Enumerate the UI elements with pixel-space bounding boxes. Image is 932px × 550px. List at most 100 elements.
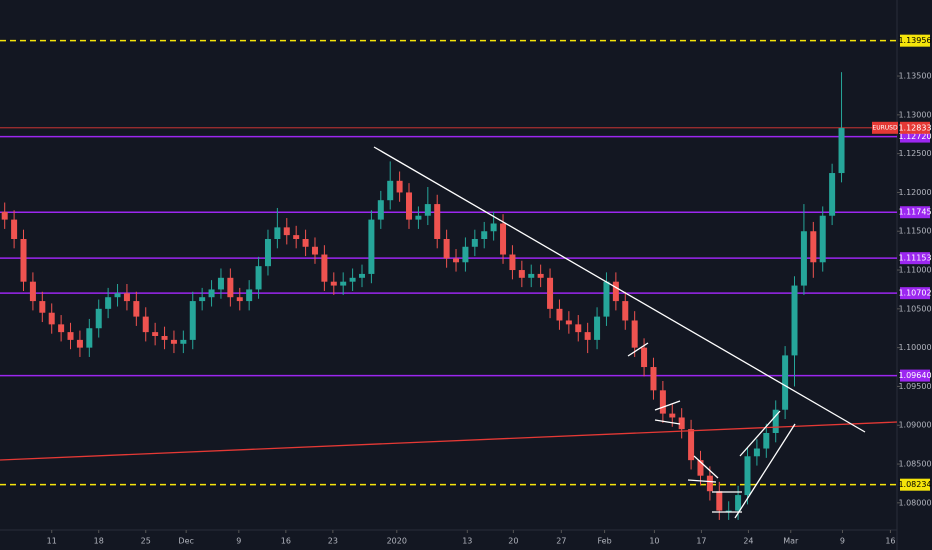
x-tick-label: 2020: [387, 537, 407, 546]
candle-body: [180, 339, 187, 344]
candle-body: [189, 301, 196, 340]
candle-body: [763, 433, 770, 449]
y-tick-label: 1.08500: [898, 460, 931, 469]
candle-body: [217, 277, 224, 290]
candle-body: [161, 336, 168, 340]
candle-body: [48, 312, 55, 325]
y-tick-label: 1.13500: [898, 72, 931, 81]
candle-body: [782, 355, 789, 410]
candle-body: [518, 270, 525, 278]
candle-body: [838, 128, 845, 174]
candle-body: [481, 231, 488, 240]
price-name: EURUSD: [872, 124, 898, 131]
candle-body: [622, 301, 629, 321]
candle-body: [471, 239, 478, 247]
candle-body: [330, 281, 337, 286]
candle-body: [58, 324, 65, 333]
axes: 1.08000 1.08500 1.09000 1.09500 1.10000 1.105…: [47, 34, 932, 546]
candle-body: [565, 320, 572, 325]
candle-body: [462, 246, 469, 263]
trendline: [654, 400, 681, 411]
candle-body: [302, 239, 309, 247]
candle-body: [547, 277, 554, 309]
candle-body: [594, 316, 601, 340]
y-tick-label: 1.10500: [898, 304, 931, 313]
candle-body: [86, 328, 93, 348]
candle-body: [584, 332, 591, 340]
x-tick-label: 16: [885, 537, 895, 546]
candle-body: [772, 409, 779, 434]
candle-body: [133, 301, 140, 317]
candle-body: [123, 293, 130, 302]
candle-body: [255, 266, 262, 290]
candle-body: [236, 297, 243, 302]
candle-body: [500, 223, 507, 255]
candle-body: [424, 204, 431, 216]
candle-body: [556, 308, 563, 321]
candle-body: [612, 281, 619, 302]
candle-body: [829, 173, 836, 216]
candle-body: [67, 332, 74, 340]
candle-body: [39, 301, 46, 313]
x-tick-label: 9: [840, 537, 845, 546]
candle-body: [95, 308, 102, 329]
x-tick-label: 16: [281, 537, 291, 546]
candle-body: [142, 316, 149, 333]
candle-body: [650, 367, 657, 391]
candle-body: [368, 219, 375, 274]
candle-body: [415, 215, 422, 220]
candle-body: [753, 448, 760, 457]
trendline: [734, 423, 796, 519]
candle-body: [490, 223, 497, 232]
candle-body: [199, 297, 206, 302]
level-label: 1.10702: [898, 289, 931, 298]
y-tick-label: 1.08000: [898, 498, 931, 507]
candle-body: [227, 277, 234, 298]
candle-body: [349, 277, 356, 282]
candle-body: [678, 417, 685, 430]
y-tick-label: 1.13000: [898, 110, 931, 119]
y-tick-label: 1.11000: [898, 266, 931, 275]
candle-body: [528, 273, 535, 278]
candle-body: [377, 200, 384, 220]
candle-body: [810, 231, 817, 263]
trendline: [373, 146, 866, 433]
x-tick-label: 13: [462, 537, 472, 546]
candle-body: [641, 347, 648, 368]
candle-body: [105, 297, 112, 309]
x-tick-label: 9: [236, 537, 241, 546]
candle-body: [246, 289, 253, 302]
price-name-bg: [872, 121, 898, 134]
y-tick-label: 1.11500: [898, 227, 931, 236]
candle-body: [603, 281, 610, 317]
candle-body: [264, 239, 271, 267]
candle-body: [697, 460, 704, 476]
candle-body: [208, 289, 215, 298]
candle-body: [20, 239, 27, 282]
candle-body: [29, 281, 36, 302]
candle-body: [735, 495, 742, 511]
y-tick-label: 1.12000: [898, 188, 931, 197]
candle-body: [575, 324, 582, 333]
candle-body: [293, 235, 300, 240]
candle-body: [114, 293, 121, 298]
x-tick-label: Dec: [178, 537, 193, 546]
candle-body: [509, 254, 516, 271]
x-tick-label: 17: [696, 537, 706, 546]
level-label: 1.09640: [898, 371, 931, 380]
trendline: [687, 479, 717, 483]
trendline: [693, 455, 719, 479]
candles: [1, 72, 845, 520]
candle-body: [1, 211, 8, 220]
trendline: [0, 421, 898, 461]
candle-body: [688, 429, 695, 461]
candle-body: [358, 273, 365, 278]
x-tick-label: 23: [328, 537, 338, 546]
x-tick-label: 10: [649, 537, 659, 546]
x-tick-label: 20: [508, 537, 518, 546]
level-label: 1.11745: [898, 208, 931, 217]
candle-body: [725, 510, 732, 512]
candle-body: [406, 192, 413, 220]
